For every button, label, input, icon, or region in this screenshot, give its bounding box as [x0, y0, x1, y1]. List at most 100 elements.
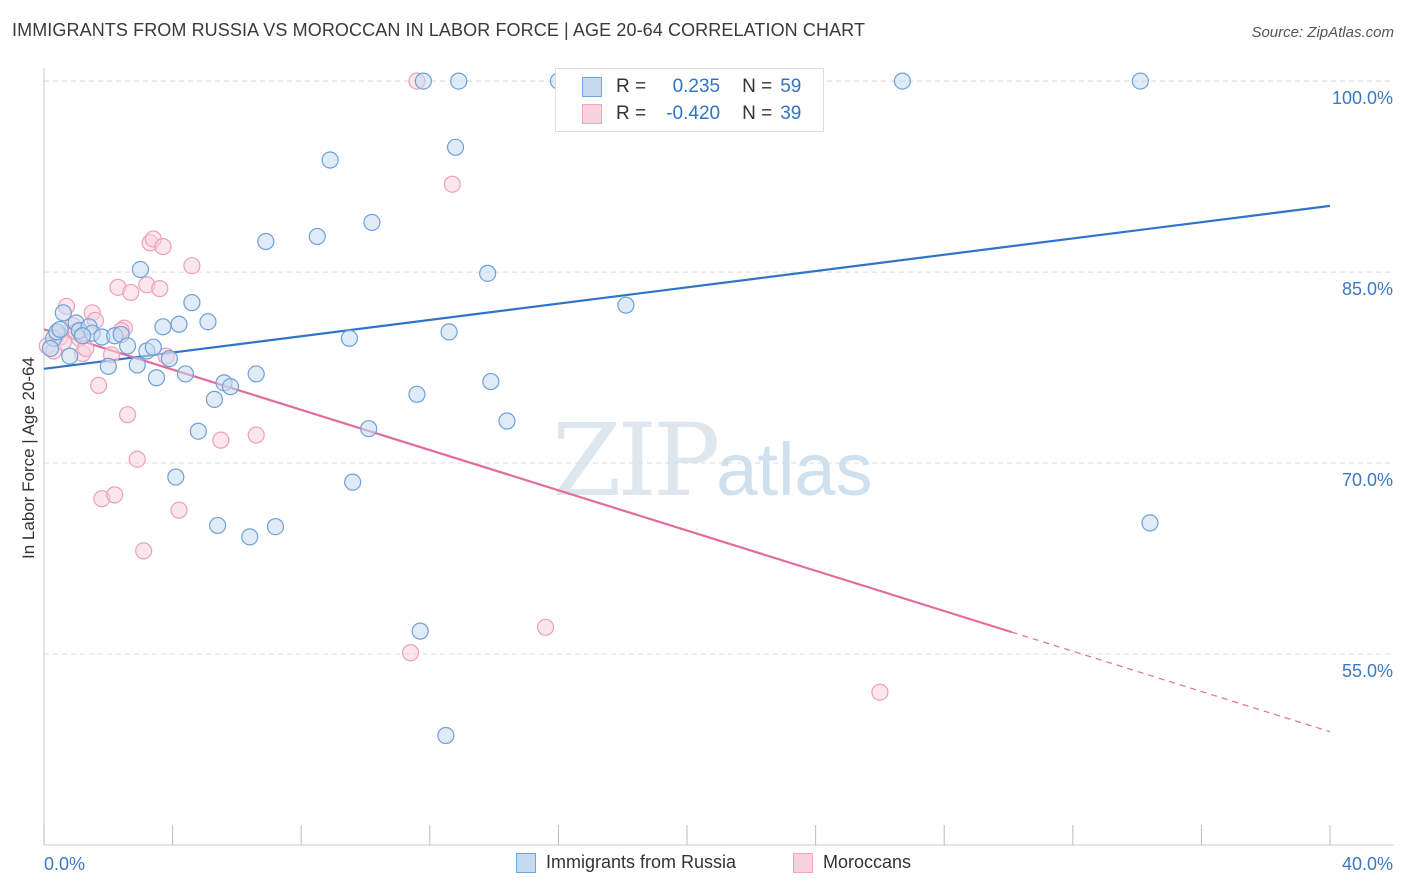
russia-point: [321, 151, 339, 169]
russia-point: [446, 138, 465, 156]
russia-point: [41, 339, 60, 358]
russia-point: [266, 518, 285, 536]
russia-point: [99, 357, 117, 375]
y-axis-label: In Labor Force | Age 20-64: [19, 357, 38, 559]
russia-point: [482, 372, 500, 391]
russia-point: [363, 213, 381, 232]
russia-point: [340, 329, 359, 347]
stats-swatch-russia: [582, 77, 602, 97]
russia-point: [199, 313, 217, 331]
y-tick-label: 85.0%: [1342, 279, 1393, 299]
moroccans-point: [536, 618, 555, 636]
moroccans-point: [401, 644, 420, 662]
russia-point: [617, 296, 635, 314]
russia-point: [498, 412, 516, 430]
stats-row-russia: R = 0.235 N = 59: [556, 74, 801, 100]
chart-title: IMMIGRANTS FROM RUSSIA VS MOROCCAN IN LA…: [12, 20, 866, 40]
bottom-legend: Immigrants from Russia Moroccans: [0, 852, 1406, 878]
moroccans-point: [122, 283, 140, 302]
russia-point: [147, 369, 166, 387]
russia-point: [209, 516, 227, 535]
grid-lines: [44, 80, 1394, 655]
moroccans-point: [135, 542, 153, 560]
stats-swatch-moroccans: [582, 104, 602, 124]
russia-point: [128, 356, 146, 374]
stats-r-label: R =: [616, 103, 647, 124]
russia-point: [344, 473, 362, 491]
moroccans-point: [183, 257, 201, 275]
russia-point: [1131, 72, 1149, 90]
trend-lines: [43, 204, 1331, 733]
russia-points: [41, 72, 1159, 745]
russia-point: [144, 338, 162, 356]
russia-point: [411, 622, 429, 640]
stats-legend: R = 0.235 N = 59 R = -0.420 N = 39: [555, 68, 824, 132]
russia-point: [189, 422, 207, 440]
moroccans-point: [154, 238, 172, 256]
watermark-zip: ZIP: [552, 402, 720, 519]
legend-label-russia: Immigrants from Russia: [546, 852, 737, 872]
russia-point: [241, 528, 259, 546]
legend-swatch-moroccans: [793, 852, 813, 873]
legend-item-moroccans[interactable]: Moroccans: [793, 852, 911, 873]
moroccans-points: [38, 72, 889, 701]
russia-point: [183, 294, 201, 312]
russia-point: [160, 350, 178, 368]
russia-trend-line: [43, 204, 1331, 370]
russia-point: [414, 72, 432, 90]
x-tick-label: 40.0%: [1342, 854, 1393, 874]
stats-n-value: 59: [780, 76, 802, 97]
stats-r-value: -0.420: [666, 103, 721, 124]
russia-point: [154, 318, 172, 336]
russia-point: [437, 726, 455, 745]
russia-point: [131, 260, 150, 279]
moroccans-point: [212, 431, 230, 449]
stats-r-value: 0.235: [672, 76, 721, 97]
russia-point: [408, 385, 426, 403]
watermark-atlas: atlas: [716, 428, 873, 511]
moroccans-point: [247, 426, 265, 444]
axes: [43, 68, 1394, 846]
moroccans-point: [871, 683, 889, 701]
russia-point: [205, 390, 223, 408]
moroccans-point: [118, 406, 137, 424]
russia-point: [1141, 514, 1159, 532]
moroccans-point: [106, 486, 124, 504]
stats-r-label: R =: [616, 76, 647, 97]
russia-point: [479, 264, 497, 282]
moroccans-point: [170, 501, 188, 519]
russia-point: [51, 320, 69, 338]
watermark: ZIPatlas: [552, 402, 873, 519]
russia-point: [176, 365, 195, 383]
russia-point: [257, 232, 275, 251]
russia-point: [54, 304, 72, 322]
russia-point: [61, 347, 79, 365]
moroccans-point: [128, 450, 146, 468]
russia-point: [440, 323, 458, 341]
stats-row-moroccans: R = -0.420 N = 39: [556, 101, 801, 127]
y-tick-label: 100.0%: [1332, 88, 1393, 108]
stats-n-label: N =: [742, 76, 773, 97]
russia-point: [73, 327, 92, 345]
legend-item-russia[interactable]: Immigrants from Russia: [516, 852, 736, 873]
source-label: Source: ZipAtlas.com: [1251, 24, 1394, 41]
moroccans-trend-line: [43, 328, 1013, 634]
legend-swatch-russia: [516, 852, 536, 873]
y-tick-label: 70.0%: [1342, 470, 1393, 490]
y-tick-label: 55.0%: [1342, 661, 1393, 681]
russia-point: [167, 468, 185, 486]
moroccans-point: [90, 376, 108, 394]
moroccans-point: [151, 280, 169, 298]
russia-point: [118, 337, 137, 355]
x-tick-label: 0.0%: [44, 854, 85, 874]
moroccans-point: [443, 175, 461, 193]
russia-point: [450, 72, 468, 90]
legend-label-moroccans: Moroccans: [823, 852, 912, 872]
stats-n-value: 39: [780, 103, 802, 124]
russia-point: [893, 72, 912, 90]
tick-labels: 55.0% 70.0% 85.0% 100.0% 0.0% 40.0%: [44, 88, 1393, 874]
russia-point: [360, 420, 378, 438]
moroccans-trend-line-extension: [1011, 631, 1331, 733]
russia-point: [247, 365, 265, 383]
